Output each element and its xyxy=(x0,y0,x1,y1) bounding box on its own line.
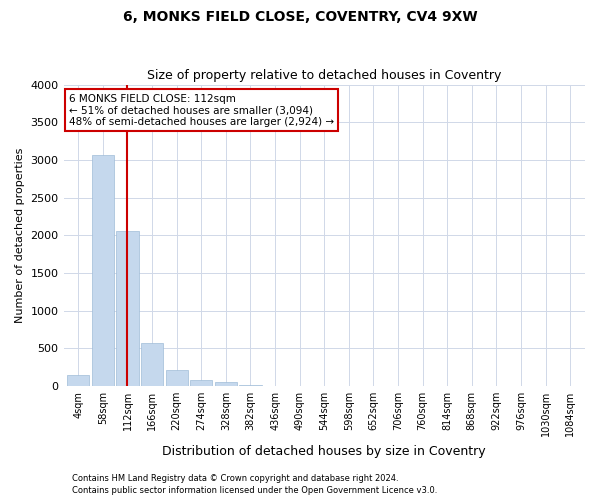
Bar xyxy=(166,370,188,386)
Bar xyxy=(67,375,89,386)
Text: Contains HM Land Registry data © Crown copyright and database right 2024.
Contai: Contains HM Land Registry data © Crown c… xyxy=(72,474,437,495)
Bar xyxy=(92,156,114,386)
Bar xyxy=(116,231,139,386)
Text: 6 MONKS FIELD CLOSE: 112sqm
← 51% of detached houses are smaller (3,094)
48% of : 6 MONKS FIELD CLOSE: 112sqm ← 51% of det… xyxy=(69,94,334,127)
Y-axis label: Number of detached properties: Number of detached properties xyxy=(15,148,25,323)
Text: 6, MONKS FIELD CLOSE, COVENTRY, CV4 9XW: 6, MONKS FIELD CLOSE, COVENTRY, CV4 9XW xyxy=(122,10,478,24)
Bar xyxy=(215,382,237,386)
X-axis label: Distribution of detached houses by size in Coventry: Distribution of detached houses by size … xyxy=(163,444,486,458)
Bar xyxy=(141,343,163,386)
Bar xyxy=(190,380,212,386)
Title: Size of property relative to detached houses in Coventry: Size of property relative to detached ho… xyxy=(147,69,502,82)
